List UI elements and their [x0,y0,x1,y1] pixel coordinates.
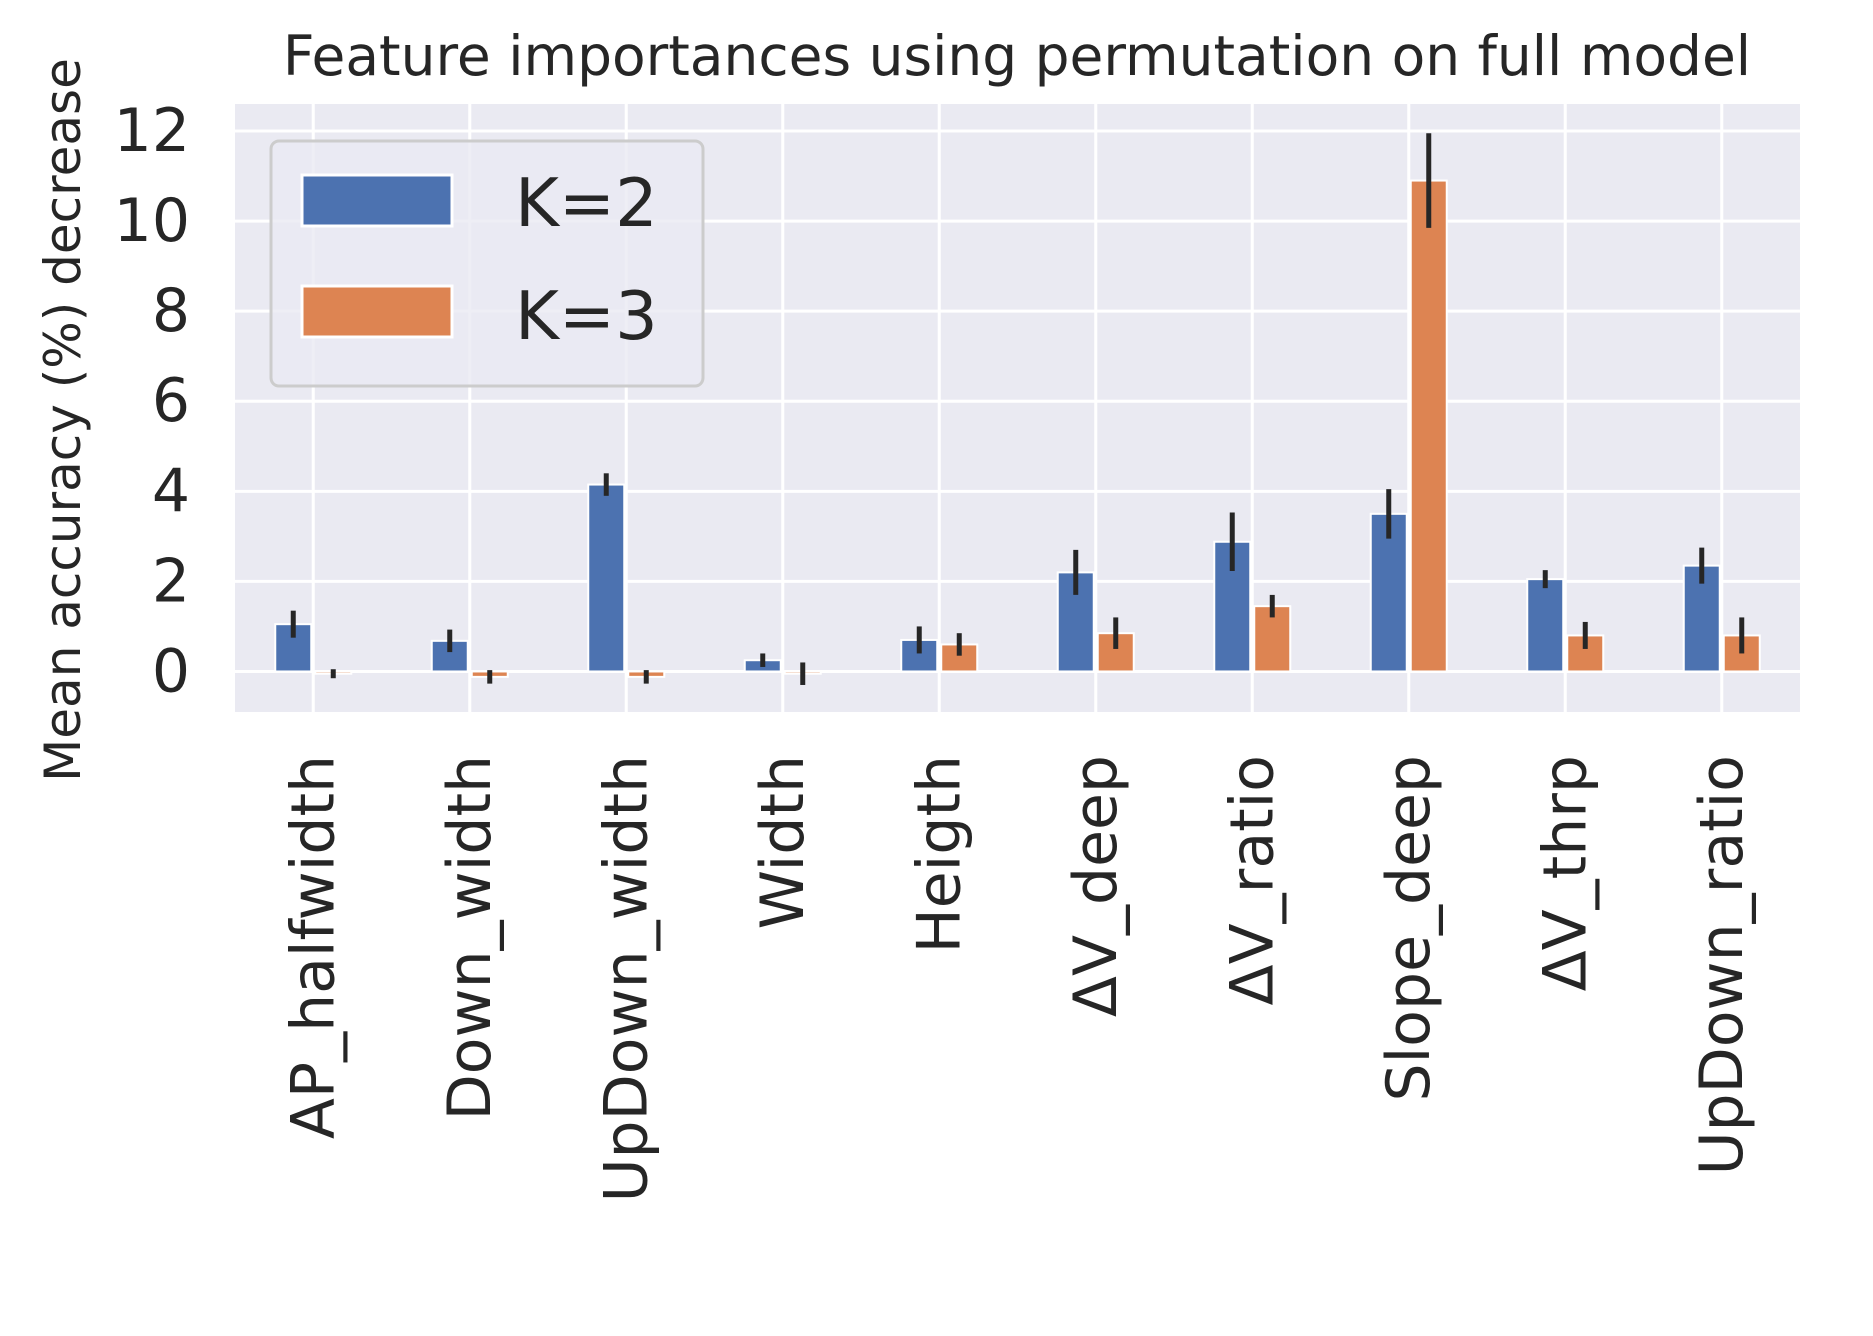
x-tick-label: AP_halfwidth [278,755,348,1139]
y-axis-label: Mean accuracy (%) decrease [34,58,92,782]
x-tick-label: ΔV_deep [1061,755,1131,1017]
legend-swatch-k2 [300,173,454,228]
legend: K=2 K=3 [269,139,705,388]
x-tick-label: Heigth [904,755,974,953]
y-tick-label: 10 [114,186,190,256]
y-tick-label: 0 [152,636,190,706]
error-bars [290,133,1745,685]
x-tick-label: UpDown_ratio [1687,755,1757,1175]
chart-title: Feature importances using permutation on… [283,24,1751,88]
y-tick-labels: 0 2 4 6 8 10 12 [114,96,190,706]
legend-label-k2: K=2 [515,164,658,242]
y-tick-label: 2 [152,546,190,616]
legend-swatch-k3 [300,284,454,339]
y-tick-label: 8 [152,276,190,346]
bar-k2-updown_width [587,483,626,673]
y-tick-label: 4 [152,456,190,526]
bar-k2-slope_deep [1369,512,1408,673]
bars [274,179,1761,678]
x-tick-labels: AP_halfwidth Down_width UpDown_width Width H… [278,755,1757,1202]
y-tick-label: 6 [152,366,190,436]
bar-k2-heigth [900,638,939,673]
y-tick-label: 12 [114,96,190,166]
x-tick-label: Slope_deep [1374,755,1444,1101]
x-tick-label: ΔV_ratio [1217,755,1287,1005]
legend-label-k3: K=3 [515,277,658,355]
bar-k2-δv_thrp [1526,578,1565,673]
x-tick-label: Down_width [435,755,505,1120]
x-tick-label: Width [748,755,818,929]
x-tick-label: ΔV_thrp [1530,755,1600,991]
x-tick-label: UpDown_width [591,755,661,1202]
bar-k3-slope_deep [1409,179,1448,673]
